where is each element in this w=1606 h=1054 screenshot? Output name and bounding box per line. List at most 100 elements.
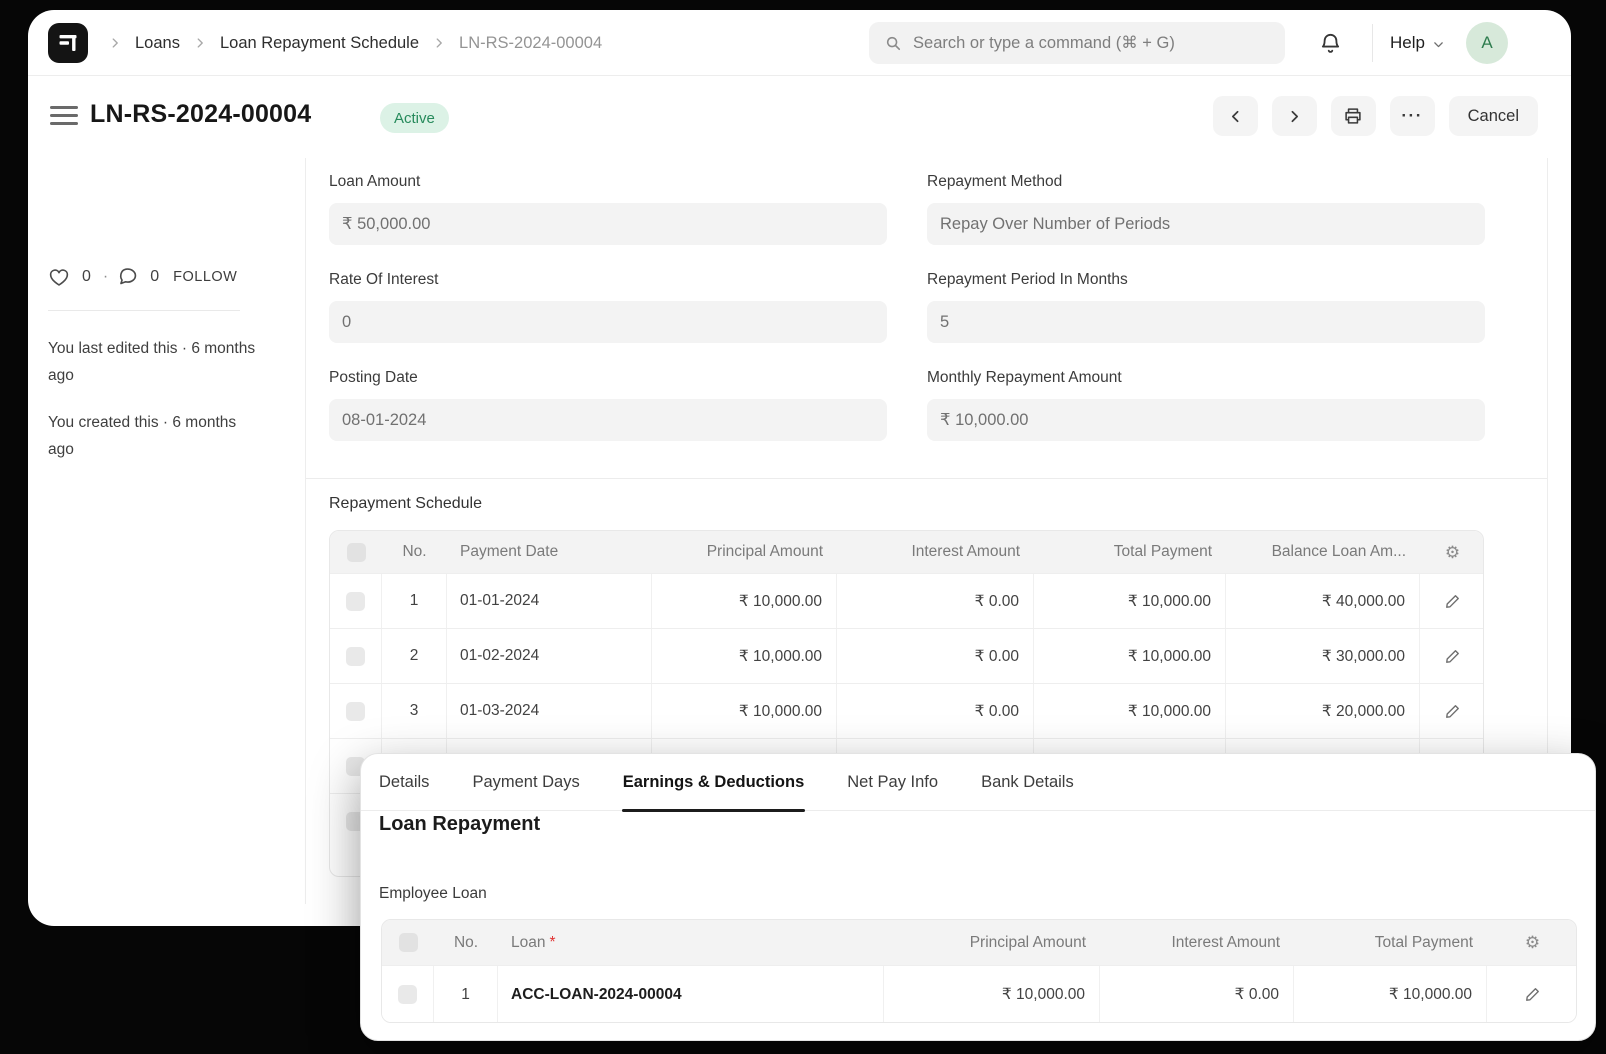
col-total-payment: Total Payment xyxy=(1113,543,1212,560)
monthly-repayment-input[interactable]: ₹ 10,000.00 xyxy=(927,399,1485,441)
repayment-period-input[interactable]: 5 xyxy=(927,301,1485,343)
col-total-payment: Total Payment xyxy=(1374,933,1473,951)
heart-icon[interactable] xyxy=(48,267,70,287)
overlay-panel: Details Payment Days Earnings & Deductio… xyxy=(360,753,1596,1041)
print-button[interactable] xyxy=(1330,96,1376,136)
breadcrumb-current-doc: LN-RS-2024-00004 xyxy=(459,33,603,52)
navbar-divider xyxy=(1372,24,1374,62)
cell-balance: ₹ 40,000.00 xyxy=(1226,574,1420,628)
cell-principal-amount: ₹ 10,000.00 xyxy=(652,574,837,628)
employee-loan-table: No. Loan * Principal Amount Interest Amo… xyxy=(381,919,1577,1023)
cell-no: 3 xyxy=(382,684,447,738)
cell-payment-date: 01-03-2024 xyxy=(447,684,652,738)
col-balance-loan-amount: Balance Loan Am... xyxy=(1271,543,1406,560)
next-document-button[interactable] xyxy=(1271,96,1317,136)
tab-details[interactable]: Details xyxy=(379,772,430,791)
sidebar-toggle-button[interactable] xyxy=(50,106,78,130)
field-label: Loan Amount xyxy=(329,173,421,190)
edit-row-button[interactable] xyxy=(1444,703,1461,720)
sidebar-divider xyxy=(48,310,240,311)
chevron-left-icon xyxy=(1227,108,1244,125)
field-monthly-repayment: Monthly Repayment Amount ₹ 10,000.00 xyxy=(927,369,1485,441)
loan-amount-input[interactable]: ₹ 50,000.00 xyxy=(329,203,887,245)
select-all-checkbox[interactable] xyxy=(398,933,418,952)
table-row: 1 01-01-2024 ₹ 10,000.00 ₹ 0.00 ₹ 10,000… xyxy=(330,573,1483,628)
table-row: 3 01-03-2024 ₹ 10,000.00 ₹ 0.00 ₹ 10,000… xyxy=(330,683,1483,738)
more-menu-button[interactable]: ··· xyxy=(1389,96,1435,136)
cell-no: 1 xyxy=(382,574,447,628)
select-all-checkbox[interactable] xyxy=(346,542,366,562)
notifications-button[interactable] xyxy=(1319,32,1342,55)
edit-row-button[interactable] xyxy=(1444,593,1461,610)
col-no: No. xyxy=(402,543,427,560)
row-checkbox[interactable] xyxy=(346,591,365,611)
follow-button[interactable]: FOLLOW xyxy=(173,268,238,285)
cell-total-payment: ₹ 10,000.00 xyxy=(1034,684,1226,738)
breadcrumb-loans[interactable]: Loans xyxy=(135,33,180,52)
breadcrumb-loan-repayment-schedule[interactable]: Loan Repayment Schedule xyxy=(219,33,420,52)
cell-total-payment: ₹ 10,000.00 xyxy=(1294,966,1487,1022)
comment-icon[interactable] xyxy=(117,266,138,287)
grid-settings-icon[interactable]: ⚙ xyxy=(1444,542,1461,562)
follow-row: 0 · 0 FOLLOW xyxy=(48,266,237,287)
like-count: 0 xyxy=(82,267,91,285)
pencil-icon xyxy=(1524,986,1541,1003)
col-no: No. xyxy=(453,933,479,951)
chevron-right-icon xyxy=(1286,108,1303,125)
comment-count: 0 xyxy=(150,267,160,285)
table-header: No. Loan * Principal Amount Interest Amo… xyxy=(382,920,1576,965)
search-input[interactable]: Search or type a command (⌘ + G) xyxy=(869,22,1286,64)
tab-payment-days[interactable]: Payment Days xyxy=(472,772,580,791)
edit-row-button[interactable] xyxy=(1444,648,1461,665)
app-logo[interactable] xyxy=(48,23,88,63)
breadcrumb: Loans Loan Repayment Schedule LN-RS-2024… xyxy=(108,10,602,76)
cell-total-payment: ₹ 10,000.00 xyxy=(1034,629,1226,683)
section-divider xyxy=(306,478,1547,479)
tab-earnings-deductions[interactable]: Earnings & Deductions xyxy=(621,754,805,812)
col-loan: Loan * xyxy=(498,934,884,952)
field-label: Rate Of Interest xyxy=(329,271,439,288)
cell-interest-amount: ₹ 0.00 xyxy=(837,629,1034,683)
employee-loan-label: Employee Loan xyxy=(379,885,487,902)
field-repayment-method: Repayment Method Repay Over Number of Pe… xyxy=(927,173,1485,245)
header-actions: ··· Cancel xyxy=(1212,96,1538,136)
field-repayment-period: Repayment Period In Months 5 xyxy=(927,271,1485,343)
table-header: No. Payment Date Principal Amount Intere… xyxy=(330,531,1483,573)
avatar[interactable]: A xyxy=(1466,22,1508,64)
posting-date-input[interactable]: 08-01-2024 xyxy=(329,399,887,441)
prev-document-button[interactable] xyxy=(1212,96,1258,136)
pencil-icon xyxy=(1444,703,1461,720)
field-label: Monthly Repayment Amount xyxy=(927,369,1122,386)
search-icon xyxy=(885,35,902,52)
cell-balance: ₹ 20,000.00 xyxy=(1226,684,1420,738)
row-checkbox[interactable] xyxy=(346,701,365,721)
erpnext-logo-icon xyxy=(59,35,77,51)
cell-no: 1 xyxy=(434,966,498,1022)
row-checkbox[interactable] xyxy=(398,985,417,1004)
cancel-button[interactable]: Cancel xyxy=(1448,96,1538,136)
navbar-right-group: Search or type a command (⌘ + G) Help A xyxy=(869,10,1508,76)
loan-document-link[interactable]: ACC-LOAN-2024-00004 xyxy=(511,985,682,1003)
repayment-method-input[interactable]: Repay Over Number of Periods xyxy=(927,203,1485,245)
field-label: Posting Date xyxy=(329,369,418,386)
table-row: 2 01-02-2024 ₹ 10,000.00 ₹ 0.00 ₹ 10,000… xyxy=(330,628,1483,683)
edit-row-button[interactable] xyxy=(1524,986,1541,1003)
col-principal-amount: Principal Amount xyxy=(969,933,1086,951)
tab-net-pay-info[interactable]: Net Pay Info xyxy=(847,772,939,791)
row-checkbox[interactable] xyxy=(346,646,365,666)
field-rate-of-interest: Rate Of Interest 0 xyxy=(329,271,887,343)
last-edited-text: You last edited this · 6 months ago xyxy=(48,340,256,384)
tab-bank-details[interactable]: Bank Details xyxy=(981,772,1074,791)
col-payment-date: Payment Date xyxy=(460,543,559,560)
cell-principal-amount: ₹ 10,000.00 xyxy=(652,684,837,738)
rate-of-interest-input[interactable]: 0 xyxy=(329,301,887,343)
grid-settings-icon[interactable]: ⚙ xyxy=(1524,933,1541,952)
required-marker: * xyxy=(549,933,556,951)
cell-balance: ₹ 30,000.00 xyxy=(1226,629,1420,683)
col-loan-label: Loan xyxy=(511,933,546,951)
col-principal-amount: Principal Amount xyxy=(706,543,823,560)
help-menu[interactable]: Help xyxy=(1390,33,1445,53)
top-navbar: Loans Loan Repayment Schedule LN-RS-2024… xyxy=(28,10,1571,76)
table-row: 1 ACC-LOAN-2024-00004 ₹ 10,000.00 ₹ 0.00… xyxy=(382,965,1576,1022)
